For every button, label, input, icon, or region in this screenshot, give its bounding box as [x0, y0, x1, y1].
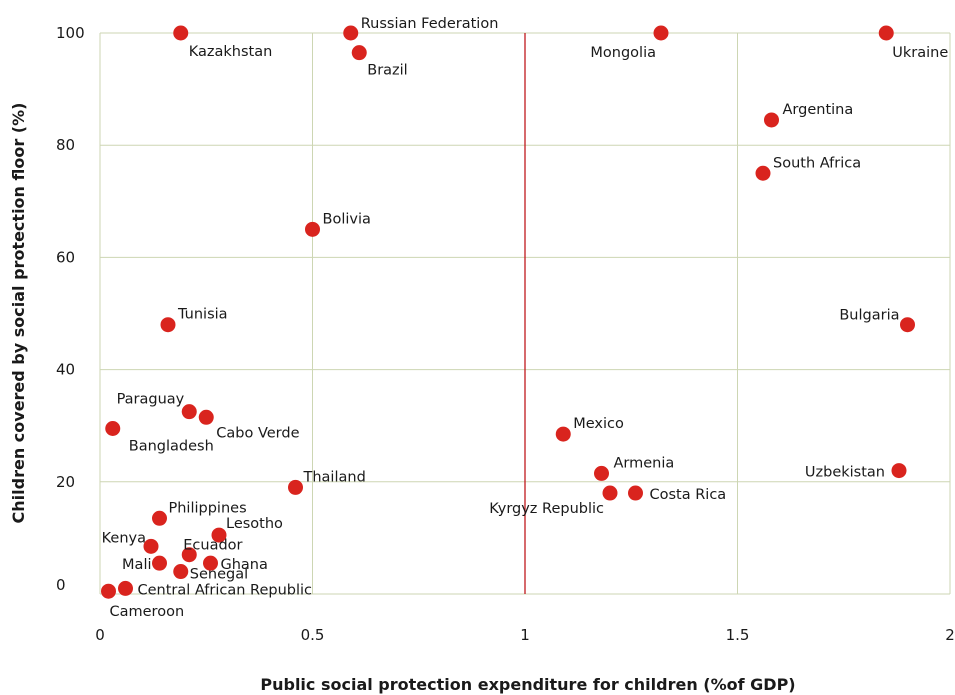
data-point: [594, 465, 609, 481]
data-point: [602, 485, 618, 501]
data-point: [203, 555, 218, 571]
data-label: Bangladesh: [129, 439, 214, 455]
point-labels: Kazakhstan Russian Federation Brazil Mongol…: [102, 16, 949, 620]
data-label: Paraguay: [117, 392, 185, 408]
data-point: [653, 25, 669, 41]
data-label: Uzbekistan: [805, 465, 885, 481]
data-label: South Africa: [773, 155, 861, 171]
data-point: [152, 555, 167, 571]
data-label: Philippines: [169, 500, 247, 516]
data-label: Bolivia: [323, 211, 371, 227]
data-label: Cameroon: [110, 604, 185, 620]
x-tick-label: 1: [520, 626, 530, 644]
data-point: [288, 479, 303, 495]
y-tick-label: 0: [56, 576, 66, 594]
data-point: [628, 485, 643, 501]
x-tick-label: 0: [95, 626, 105, 644]
data-point: [343, 25, 359, 41]
data-label: Mexico: [573, 416, 624, 432]
data-point: [198, 409, 214, 425]
data-label: Lesotho: [226, 516, 283, 532]
x-tick-label: 2: [945, 626, 955, 644]
data-point: [181, 404, 197, 420]
data-label: Cabo Verde: [216, 425, 299, 441]
data-label: Kazakhstan: [189, 44, 273, 60]
y-tick-label: 80: [56, 136, 75, 154]
data-point: [211, 527, 227, 543]
data-point: [755, 165, 771, 181]
data-label: Russian Federation: [361, 16, 499, 32]
data-point: [173, 564, 189, 580]
data-label: Kenya: [102, 530, 146, 546]
data-label: Central African Republic: [138, 582, 313, 598]
data-label: Argentina: [783, 102, 854, 118]
data-label: Mongolia: [590, 45, 656, 61]
data-point: [173, 25, 189, 41]
y-axis-title: Children covered by social protection fl…: [9, 103, 28, 524]
data-point: [900, 317, 915, 333]
data-label: Kyrgyz Republic: [489, 501, 604, 517]
data-point: [351, 45, 367, 61]
data-label: Brazil: [367, 63, 407, 79]
data-point: [101, 583, 116, 599]
data-label: Armenia: [614, 455, 675, 471]
x-axis-title: Public social protection expenditure for…: [260, 675, 795, 694]
data-point: [764, 112, 779, 128]
data-label: Bulgaria: [839, 308, 899, 324]
data-point: [152, 510, 167, 526]
data-point: [305, 221, 320, 237]
data-label: Costa Rica: [650, 487, 727, 503]
y-tick-label: 40: [56, 361, 75, 379]
data-label: Senegal: [190, 567, 248, 583]
x-tick-label: 0.5: [301, 626, 325, 644]
data-point: [118, 580, 133, 596]
data-point: [105, 421, 121, 437]
data-label: Tunisia: [177, 307, 228, 323]
data-points: [101, 25, 915, 599]
data-label: Ecuador: [183, 538, 242, 554]
data-point: [181, 547, 197, 563]
data-label: Thailand: [303, 469, 366, 485]
data-point: [143, 538, 159, 554]
data-point: [878, 25, 894, 41]
x-tick-label: 1.5: [726, 626, 750, 644]
data-point: [160, 317, 176, 333]
y-tick-label: 100: [56, 24, 85, 42]
data-point: [555, 426, 571, 442]
y-tick-label: 20: [56, 473, 75, 491]
data-point: [891, 463, 907, 479]
y-tick-label: 60: [56, 248, 75, 266]
data-label: Ghana: [221, 557, 268, 573]
data-label: Mali: [122, 557, 151, 573]
data-label: Ukraine: [892, 45, 948, 61]
